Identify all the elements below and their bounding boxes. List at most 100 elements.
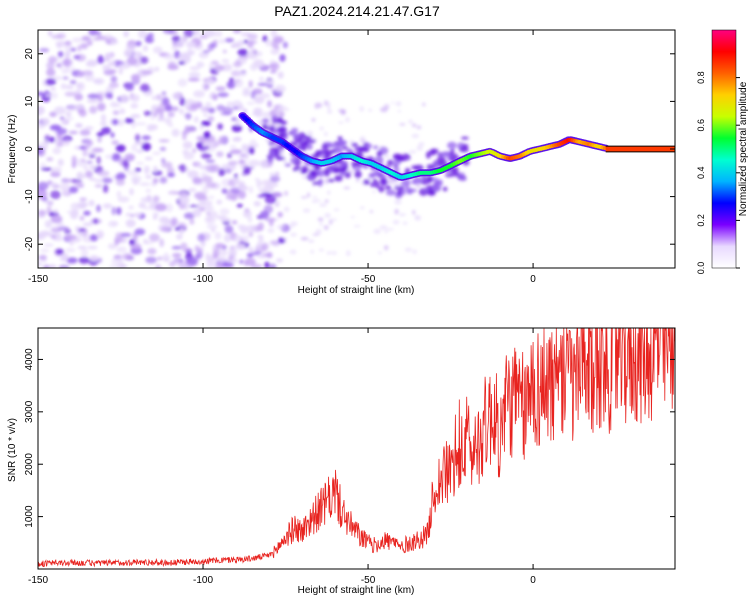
noise-blob <box>260 159 269 169</box>
noise-blob <box>226 81 237 89</box>
noise-blob <box>246 252 254 258</box>
noise-blob <box>391 101 395 104</box>
noise-blob <box>359 106 365 112</box>
noise-blob <box>329 219 333 225</box>
x-tick-label: -150 <box>28 274 48 285</box>
noise-blob <box>185 113 192 120</box>
noise-blob <box>199 124 204 130</box>
noise-blob <box>130 93 140 103</box>
noise-blob <box>50 171 61 178</box>
noise-blob <box>244 151 249 161</box>
noise-blob <box>225 168 232 174</box>
noise-blob <box>82 70 94 76</box>
noise-blob <box>373 228 382 234</box>
spectrogram-y-ticks: -20 -10 0 10 20 <box>24 48 675 251</box>
noise-blob <box>43 243 54 247</box>
noise-blob <box>171 45 178 51</box>
noise-blob <box>82 222 94 227</box>
x-tick-label: 0 <box>530 575 536 586</box>
noise-blob <box>283 158 287 165</box>
noise-blob <box>79 215 85 221</box>
noise-blob <box>116 190 122 198</box>
noise-blob <box>166 166 175 174</box>
spectrogram-ridge <box>238 112 675 181</box>
noise-blob <box>265 217 277 222</box>
noise-blob <box>324 213 331 218</box>
noise-blob <box>252 111 259 116</box>
noise-blob <box>77 245 87 250</box>
noise-blob <box>220 112 232 116</box>
noise-blob <box>197 233 206 242</box>
noise-blob <box>135 40 142 47</box>
ridge-spread-blob <box>370 182 375 188</box>
noise-blob <box>171 128 180 137</box>
noise-blob <box>130 103 139 109</box>
ridge-tail <box>605 146 675 152</box>
noise-blob <box>212 249 220 257</box>
noise-blob <box>233 61 242 68</box>
noise-blob <box>125 84 134 91</box>
noise-blob <box>115 178 125 186</box>
noise-blob <box>84 144 91 150</box>
noise-blob <box>115 144 126 153</box>
noise-blob <box>256 241 263 248</box>
noise-blob <box>326 251 332 255</box>
noise-blob <box>146 124 154 132</box>
noise-blob <box>240 70 247 75</box>
noise-blob <box>126 169 139 176</box>
noise-blob <box>331 251 337 255</box>
noise-blob <box>216 199 223 205</box>
ridge-spread-blob <box>426 164 436 168</box>
noise-blob <box>43 117 50 126</box>
noise-blob <box>130 175 142 183</box>
noise-blob <box>214 64 225 72</box>
noise-blob <box>248 247 254 252</box>
noise-blob <box>232 234 243 243</box>
noise-blob <box>179 164 187 173</box>
noise-blob <box>199 200 206 204</box>
spectrogram-x-label: Height of straight line (km) <box>298 285 415 296</box>
ridge-spread-blob <box>420 179 429 185</box>
noise-blob <box>257 222 264 231</box>
noise-blob <box>159 176 168 184</box>
noise-blob <box>203 30 216 38</box>
noise-blob <box>221 262 234 268</box>
noise-blob <box>196 61 205 68</box>
noise-blob <box>323 131 328 137</box>
noise-blob <box>81 35 91 42</box>
noise-blob <box>202 50 210 54</box>
noise-blob <box>108 61 116 67</box>
noise-blob <box>187 171 193 175</box>
ridge-spread-blob <box>288 131 294 136</box>
noise-blob <box>422 102 426 107</box>
noise-blob <box>179 227 185 235</box>
noise-blob <box>235 243 246 250</box>
noise-blob <box>147 32 154 38</box>
noise-blob <box>93 78 105 85</box>
noise-blob <box>111 140 119 146</box>
noise-blob <box>130 247 143 255</box>
noise-blob <box>57 61 64 70</box>
noise-blob <box>151 95 158 100</box>
ridge-spread-blob <box>427 189 435 194</box>
noise-blob <box>40 249 50 253</box>
ridge-spread-blob <box>450 148 455 153</box>
ridge-spread-blob <box>330 149 337 154</box>
noise-blob <box>281 237 289 240</box>
noise-blob <box>201 153 212 159</box>
noise-blob <box>244 208 250 213</box>
noise-blob <box>244 257 256 266</box>
noise-blob <box>183 30 194 38</box>
noise-blob <box>250 91 256 99</box>
noise-blob <box>165 203 173 213</box>
noise-blob <box>238 190 246 200</box>
noise-blob <box>412 123 417 128</box>
snr-y-ticks: 1000 2000 3000 4000 <box>24 348 675 528</box>
noise-blob <box>137 30 148 39</box>
noise-blob <box>45 78 57 86</box>
noise-blob <box>50 86 56 91</box>
noise-blob <box>38 254 47 261</box>
noise-blob <box>282 41 288 49</box>
noise-blob <box>52 225 62 230</box>
noise-blob <box>46 206 52 215</box>
